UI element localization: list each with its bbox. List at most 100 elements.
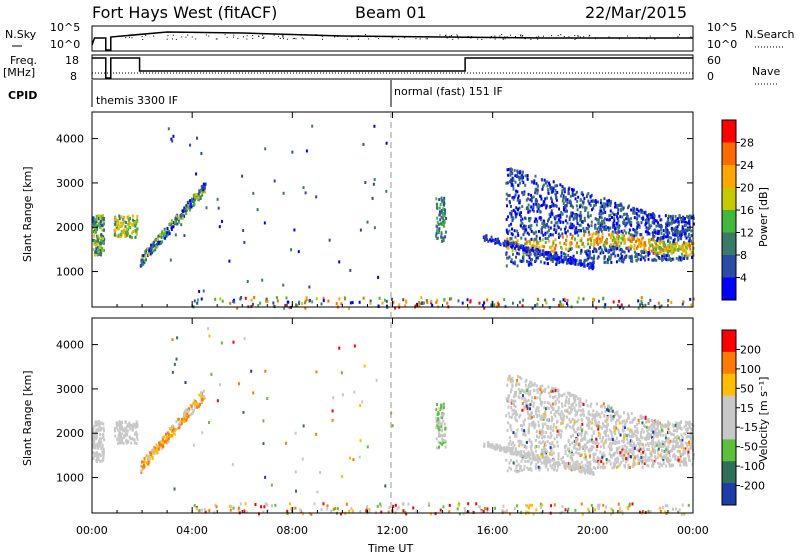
echo-cell xyxy=(576,230,579,234)
echo-cell xyxy=(570,410,573,414)
echo-cell xyxy=(544,197,547,201)
echo-cell xyxy=(528,219,531,223)
echo-cell xyxy=(657,447,660,451)
echo-cell xyxy=(559,414,562,418)
echo-cell xyxy=(505,197,508,201)
echo-cell xyxy=(650,224,653,228)
echo-cell xyxy=(163,236,166,240)
echo-cell xyxy=(257,303,260,307)
echo-cell xyxy=(546,262,549,266)
echo-cell xyxy=(632,451,635,455)
echo-cell xyxy=(680,257,683,261)
echo-cell xyxy=(589,204,592,208)
echo-cell xyxy=(437,412,440,416)
echo-cell xyxy=(507,215,510,219)
echo-cell xyxy=(680,234,683,238)
echo-cell xyxy=(116,437,119,441)
echo-cell xyxy=(584,467,587,471)
echo-cell xyxy=(435,408,438,412)
echo-cell xyxy=(613,464,616,468)
echo-cell xyxy=(509,178,512,182)
echo-cell xyxy=(507,400,510,404)
echo-cell xyxy=(678,449,681,453)
echo-cell xyxy=(627,427,630,431)
echo-cell xyxy=(177,423,180,427)
echo-cell xyxy=(649,298,652,302)
echo-cell xyxy=(530,245,533,249)
echo-cell xyxy=(614,432,617,436)
echo-cell xyxy=(371,196,374,200)
echo-cell xyxy=(147,457,150,461)
echo-cell xyxy=(305,149,308,153)
echo-cell xyxy=(503,239,506,243)
echo-cell xyxy=(589,195,592,199)
echo-cell xyxy=(672,437,675,441)
echo-cell xyxy=(568,218,571,222)
echo-cell xyxy=(497,240,500,244)
freq-unit: [MHz] xyxy=(3,66,35,79)
nsky-line xyxy=(91,31,693,51)
echo-cell xyxy=(96,252,99,256)
echo-cell xyxy=(196,298,199,302)
echo-cell xyxy=(519,224,522,228)
echo-cell xyxy=(569,201,572,205)
echo-cell xyxy=(680,433,683,437)
echo-cell xyxy=(96,442,99,446)
echo-cell xyxy=(485,236,488,240)
echo-cell xyxy=(589,262,592,266)
echo-cell xyxy=(578,452,581,456)
echo-cell xyxy=(597,299,600,303)
echo-cell xyxy=(114,234,117,238)
echo-cell xyxy=(533,396,536,400)
echo-cell xyxy=(441,200,444,204)
echo-cell xyxy=(377,275,380,279)
echo-cell xyxy=(598,237,601,241)
echo-cell xyxy=(571,191,574,195)
echo-cell xyxy=(599,245,602,249)
echo-cell xyxy=(551,200,554,204)
nsky-point xyxy=(485,37,487,39)
echo-cell xyxy=(527,416,530,420)
echo-cell xyxy=(644,443,647,447)
echo-cell xyxy=(311,300,314,304)
echo-cell xyxy=(652,430,655,434)
echo-cell xyxy=(525,207,528,211)
echo-cell xyxy=(652,238,655,242)
nsky-point xyxy=(536,36,538,38)
echo-cell xyxy=(617,235,620,239)
echo-cell xyxy=(242,228,245,232)
echo-cell xyxy=(621,249,624,253)
echo-cell xyxy=(686,428,689,432)
echo-cell xyxy=(132,426,135,430)
echo-cell xyxy=(654,428,657,432)
echo-cell xyxy=(457,299,460,303)
echo-cell xyxy=(440,405,443,409)
echo-cell xyxy=(124,225,127,229)
echo-cell xyxy=(684,441,687,445)
echo-cell xyxy=(666,431,669,435)
echo-cell xyxy=(577,296,580,300)
echo-cell xyxy=(669,222,672,226)
echo-cell xyxy=(95,228,98,232)
echo-cell xyxy=(575,216,578,220)
echo-cell xyxy=(167,437,170,441)
echo-cell xyxy=(521,191,524,195)
echo-cell xyxy=(560,402,563,406)
echo-cell xyxy=(92,427,95,431)
echo-cell xyxy=(621,444,624,448)
echo-cell xyxy=(538,387,541,391)
echo-cell xyxy=(683,457,686,461)
echo-cell xyxy=(514,215,517,219)
echo-cell xyxy=(545,196,548,200)
nsky-point xyxy=(557,35,559,37)
nsky-point xyxy=(504,38,506,40)
echo-cell xyxy=(550,390,553,394)
echo-cell xyxy=(511,176,514,180)
echo-cell xyxy=(677,423,680,427)
echo-cell xyxy=(608,250,611,254)
echo-cell xyxy=(508,224,511,228)
echo-cell xyxy=(190,404,193,408)
echo-cell xyxy=(120,215,123,219)
echo-cell xyxy=(681,230,684,234)
echo-cell xyxy=(637,257,640,261)
